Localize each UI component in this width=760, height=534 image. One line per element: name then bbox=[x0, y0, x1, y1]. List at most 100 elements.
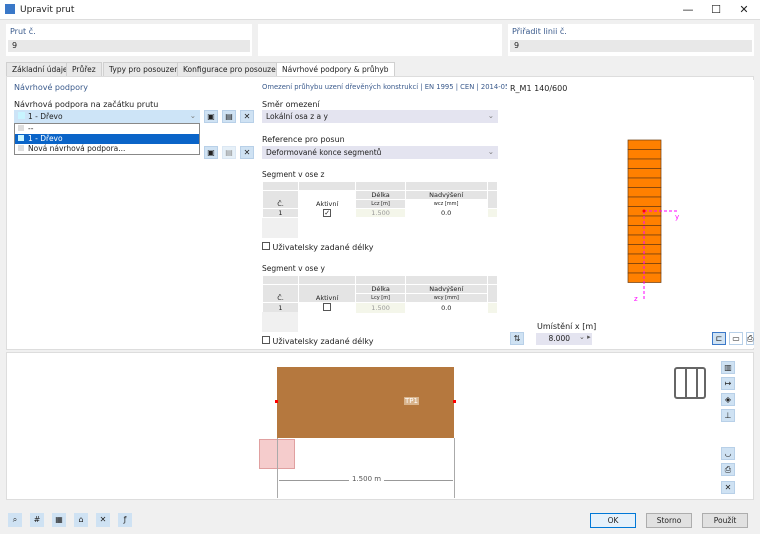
line-label: Přiřadit linii č. bbox=[512, 27, 567, 36]
view-icon[interactable]: ⊏ bbox=[712, 332, 726, 345]
axis-icon[interactable]: ⊥ bbox=[721, 409, 735, 422]
active-checkbox[interactable]: ✓ bbox=[323, 209, 332, 217]
deflection-title: Omezení průhybu uzení dřevěných konstruk… bbox=[262, 83, 510, 91]
design-supports-panel: Návrhové podpory Návrhová podpora na zač… bbox=[10, 80, 256, 348]
maximize-button[interactable]: ☐ bbox=[711, 3, 721, 16]
deform-icon[interactable]: ◡ bbox=[721, 447, 735, 460]
search-icon[interactable]: ⌕ bbox=[8, 513, 22, 527]
location-input[interactable]: 8.000 bbox=[536, 333, 592, 345]
stepper-icon[interactable]: ⌄ ▸ bbox=[579, 333, 591, 341]
member-preview-pane: TP1 1.500 m ▥ ↦ ◈ ⊥ ◡ ⎙ ✕ bbox=[6, 352, 754, 500]
apply-button[interactable]: Použít bbox=[702, 513, 748, 528]
camber-cell[interactable]: 0.0 bbox=[404, 208, 488, 218]
print-icon[interactable]: ⎙ bbox=[721, 463, 735, 476]
new-support-icon[interactable]: ▣ bbox=[204, 110, 218, 123]
support-label: TP1 bbox=[404, 397, 419, 405]
col-no: Č. bbox=[262, 190, 299, 209]
view-cube-icon[interactable] bbox=[674, 367, 706, 399]
tab-basic[interactable]: Základní údaje bbox=[6, 62, 74, 76]
render-icon[interactable]: ◈ bbox=[721, 393, 735, 406]
tab-design-config[interactable]: Konfigurace pro posouzení bbox=[177, 62, 289, 76]
start-support-select[interactable]: 1 - Dřevo ⌄ bbox=[14, 110, 200, 123]
blank-panel bbox=[258, 24, 502, 56]
dimension-label: 1.500 m bbox=[349, 475, 385, 483]
units-icon[interactable]: # bbox=[30, 513, 44, 527]
deflection-panel: Omezení průhybu uzení dřevěných konstruk… bbox=[259, 80, 509, 348]
segment-z-title: Segment v ose z bbox=[262, 170, 325, 179]
row-no: 1 bbox=[262, 208, 299, 218]
ok-button[interactable]: OK bbox=[590, 513, 636, 528]
section-options-icon[interactable]: ⇅ bbox=[510, 332, 524, 345]
col-active: Aktivní bbox=[297, 284, 357, 303]
tab-supports-deflection[interactable]: Návrhové podpory & průhyb bbox=[276, 62, 395, 76]
title-bar: Upravit prut — ☐ ✕ bbox=[0, 0, 760, 20]
camber-cell[interactable]: 0.0 bbox=[405, 302, 488, 314]
dimension-icon[interactable]: ↦ bbox=[721, 377, 735, 390]
color-swatch bbox=[18, 112, 25, 119]
start-support-label: Návrhová podpora na začátku prutu bbox=[14, 100, 159, 109]
lamella bbox=[627, 139, 662, 150]
edit-support-icon[interactable]: ▤ bbox=[222, 110, 236, 123]
formula-icon[interactable]: ƒ bbox=[118, 513, 132, 527]
tab-section[interactable]: Průřez bbox=[66, 62, 102, 76]
app-icon bbox=[5, 4, 15, 14]
new-end-support-icon[interactable]: ▣ bbox=[204, 146, 218, 159]
col-active: Aktivní bbox=[297, 190, 357, 209]
display-icon[interactable]: ▥ bbox=[721, 361, 735, 374]
section-name: R_M1 140/600 bbox=[510, 84, 568, 93]
reference-label: Reference pro posun bbox=[262, 135, 345, 144]
col-no: Č. bbox=[262, 284, 299, 303]
segment-y-title: Segment v ose y bbox=[262, 264, 325, 273]
direction-select[interactable]: Lokální osa z a y ⌄ bbox=[262, 110, 498, 123]
checkbox[interactable] bbox=[262, 242, 270, 250]
delete-support-icon[interactable]: ✕ bbox=[240, 110, 254, 123]
axis-z-label: z bbox=[634, 295, 638, 303]
colors-icon[interactable]: ▦ bbox=[52, 513, 66, 527]
line-number-field[interactable]: 9 bbox=[510, 40, 752, 52]
col-length: Délka bbox=[355, 190, 406, 200]
section-drawing bbox=[627, 139, 677, 300]
print-icon[interactable]: ⎙ bbox=[746, 332, 754, 345]
lamella bbox=[627, 168, 662, 179]
close-button[interactable]: ✕ bbox=[739, 3, 749, 16]
cancel-button[interactable]: Storno bbox=[646, 513, 692, 528]
member-body bbox=[277, 367, 454, 438]
edit-end-support-icon[interactable]: ▤ bbox=[222, 146, 236, 159]
axis-y-label: y bbox=[675, 213, 680, 221]
option-new-support[interactable]: Nová návrhová podpora... bbox=[15, 144, 199, 154]
member-number-field[interactable]: 9 bbox=[8, 40, 250, 52]
location-label: Umístění x [m] bbox=[537, 322, 597, 331]
active-checkbox[interactable] bbox=[323, 303, 332, 311]
option-wood[interactable]: 1 - Dřevo bbox=[15, 134, 199, 144]
col-camber-unit: wcz [mm] bbox=[404, 199, 488, 209]
user-length-z[interactable]: Uživatelsky zadané délky bbox=[262, 242, 373, 252]
checkbox[interactable] bbox=[262, 336, 270, 344]
col-camber: Nadvýšení bbox=[405, 284, 488, 294]
tab-design-types[interactable]: Typy pro posouzení bbox=[103, 62, 188, 76]
chevron-down-icon: ⌄ bbox=[487, 111, 494, 120]
design-supports-title: Návrhové podpory bbox=[14, 83, 88, 92]
lamella bbox=[627, 158, 662, 169]
lamella bbox=[627, 196, 662, 207]
reset-view-icon[interactable]: ✕ bbox=[721, 481, 735, 494]
col-camber: Nadvýšení bbox=[404, 190, 488, 200]
lamella bbox=[627, 177, 662, 188]
support-dropdown-list: -- 1 - Dřevo Nová návrhová podpora... bbox=[14, 123, 200, 155]
delete-end-support-icon[interactable]: ✕ bbox=[240, 146, 254, 159]
segment-z-table: Č. Aktivní Délka Nadvýšení Lcz [m] wcz [mm] … bbox=[262, 181, 498, 218]
selected-value: 1 - Dřevo bbox=[28, 112, 63, 121]
frame-icon[interactable]: ▭ bbox=[729, 332, 743, 345]
length-cell[interactable]: 1.500 bbox=[355, 302, 407, 314]
col-length-unit: Lcz [m] bbox=[355, 199, 406, 209]
minimize-button[interactable]: — bbox=[682, 3, 694, 16]
col-length-unit: Lcy [m] bbox=[355, 293, 407, 303]
member-number-panel: Prut č. 9 bbox=[6, 24, 252, 56]
length-cell[interactable]: 1.500 bbox=[355, 208, 406, 218]
segment-y-table: Č. Aktivní Délka Nadvýšení Lcy [m] wcy [mm] … bbox=[262, 275, 499, 314]
delete-icon[interactable]: ✕ bbox=[96, 513, 110, 527]
user-length-y[interactable]: Uživatelsky zadané délky bbox=[262, 336, 373, 346]
chevron-down-icon: ⌄ bbox=[189, 111, 196, 120]
reference-select[interactable]: Deformované konce segmentů ⌄ bbox=[262, 146, 498, 159]
option-none[interactable]: -- bbox=[15, 124, 199, 134]
model-icon[interactable]: ⌂ bbox=[74, 513, 88, 527]
